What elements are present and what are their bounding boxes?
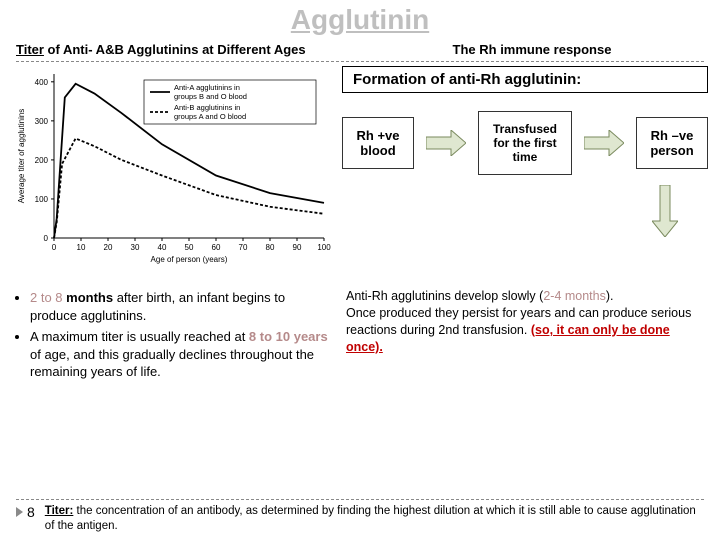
arrow-down-icon [652, 185, 678, 237]
titer-chart: 0 100 200 300 400 0 10 20 30 40 50 60 70 80 90 100 Avera… [12, 66, 332, 266]
svg-text:0: 0 [44, 234, 49, 243]
svg-text:90: 90 [293, 243, 302, 252]
svg-text:groups B and O blood: groups B and O blood [174, 92, 247, 101]
svg-text:20: 20 [104, 243, 113, 252]
anti-rh-text: Anti-Rh agglutinins develop slowly (2-4 … [342, 286, 708, 358]
bullet-list: 2 to 8 months after birth, an infant beg… [12, 289, 334, 381]
footer-text: Titer: the concentration of an antibody,… [45, 504, 704, 534]
flow-box-rh-pos: Rh +ve blood [342, 117, 414, 169]
svg-text:groups A and O blood: groups A and O blood [174, 112, 246, 121]
svg-text:40: 40 [158, 243, 167, 252]
svg-text:0: 0 [52, 243, 57, 252]
page-number: 8 [16, 504, 35, 520]
triangle-icon [16, 507, 23, 517]
svg-text:Age of person (years): Age of person (years) [151, 255, 228, 264]
svg-text:200: 200 [35, 156, 49, 165]
svg-text:60: 60 [212, 243, 221, 252]
svg-text:300: 300 [35, 117, 49, 126]
formation-heading: Formation of anti-Rh agglutinin: [342, 66, 708, 93]
left-column: 0 100 200 300 400 0 10 20 30 40 50 60 70 80 90 100 Avera… [8, 66, 338, 385]
svg-text:Average titer of agglutinins: Average titer of agglutinins [17, 109, 26, 204]
subtitles: Titer of Anti- A&B Agglutinins at Differ… [0, 42, 720, 57]
bullet-1: 2 to 8 months after birth, an infant beg… [30, 289, 334, 324]
bullet-2: A maximum titer is usually reached at 8 … [30, 328, 334, 381]
arrow-right-icon [426, 130, 466, 156]
svg-text:100: 100 [317, 243, 331, 252]
svg-text:70: 70 [239, 243, 248, 252]
divider [16, 61, 704, 62]
flow-box-rh-neg: Rh –ve person [636, 117, 708, 169]
svg-text:50: 50 [185, 243, 194, 252]
right-column: Formation of anti-Rh agglutinin: Rh +ve … [338, 66, 712, 385]
down-arrow-wrap [342, 185, 708, 242]
footer: 8 Titer: the concentration of an antibod… [16, 499, 704, 534]
svg-text:10: 10 [77, 243, 86, 252]
page-title: Agglutinin [0, 0, 720, 40]
svg-text:400: 400 [35, 78, 49, 87]
arrow-right-icon [584, 130, 624, 156]
svg-text:Anti-A agglutinins in: Anti-A agglutinins in [174, 83, 240, 92]
svg-text:100: 100 [35, 195, 49, 204]
subtitle-right: The Rh immune response [360, 42, 704, 57]
svg-text:30: 30 [131, 243, 140, 252]
subtitle-left: Titer of Anti- A&B Agglutinins at Differ… [16, 42, 360, 57]
svg-text:80: 80 [266, 243, 275, 252]
svg-text:Anti-B agglutinins in: Anti-B agglutinins in [174, 103, 240, 112]
flow-box-transfused: Transfused for the first time [478, 111, 572, 175]
flow-row: Rh +ve blood Transfused for the first ti… [342, 111, 708, 175]
